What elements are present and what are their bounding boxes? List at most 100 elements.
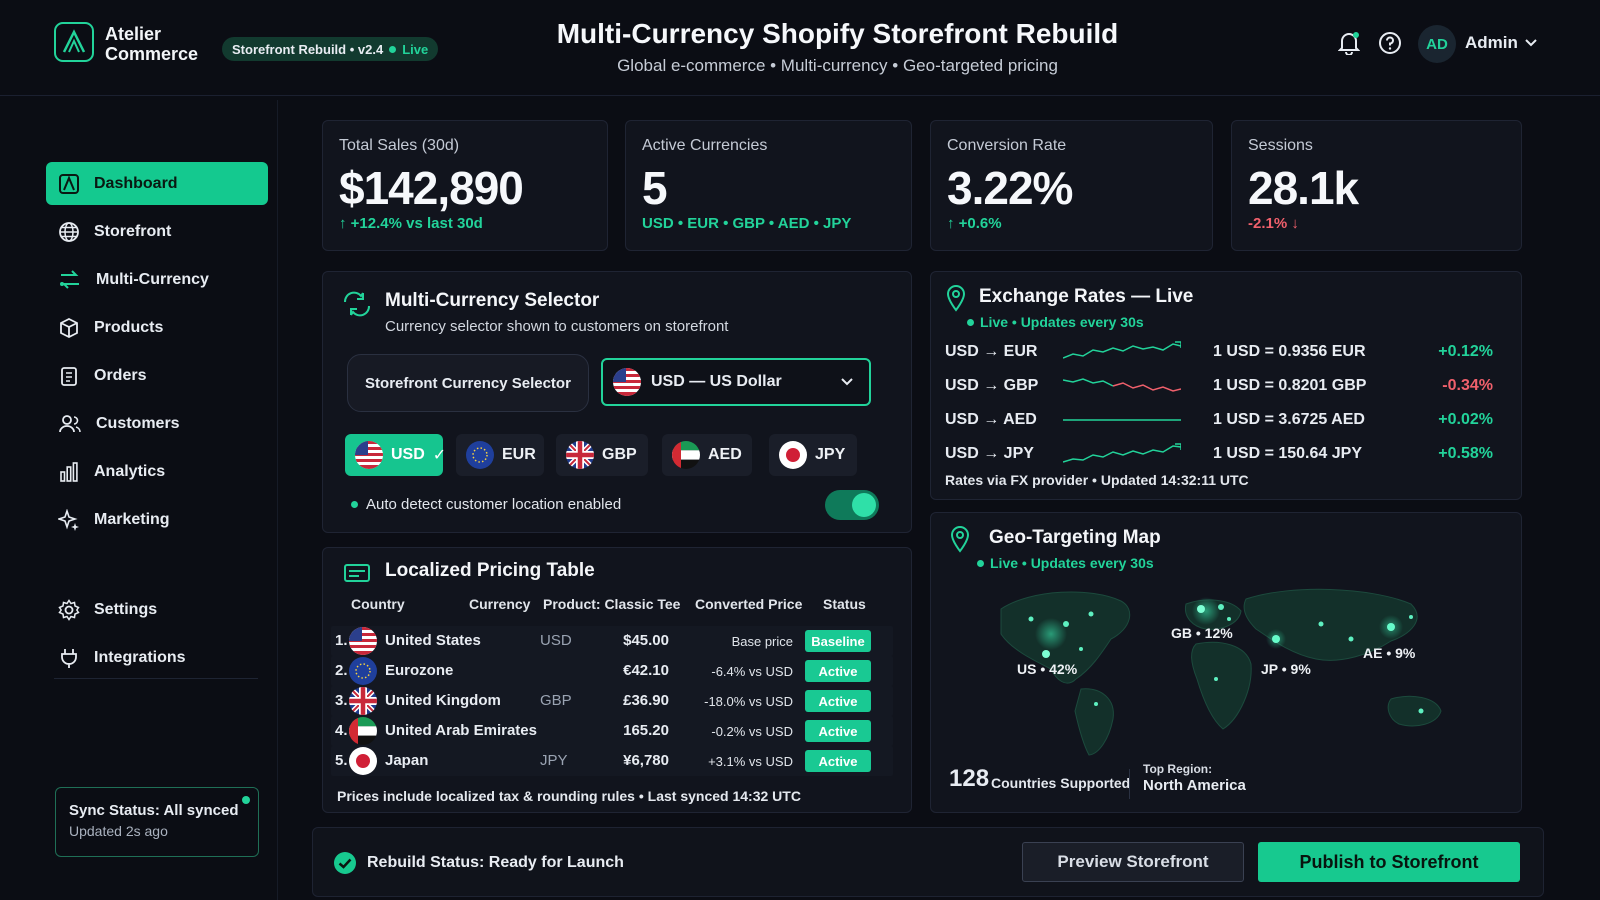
kpi-delta: ↑ +12.4% vs last 30d xyxy=(339,215,483,232)
currency-chip-usd[interactable]: USD ✓ xyxy=(345,434,447,476)
chip-label: EUR xyxy=(502,446,536,463)
currency-chip-aed[interactable]: AED xyxy=(662,434,752,476)
user-menu[interactable]: Admin xyxy=(1465,33,1538,53)
sidebar-item-orders[interactable]: Orders xyxy=(46,354,268,397)
map-label-jp: JP • 9% xyxy=(1261,661,1311,677)
column-header: Currency xyxy=(469,596,531,612)
fx-rate: 1 USD = 150.64 JPY xyxy=(1213,445,1362,462)
live-dot-icon xyxy=(389,45,397,53)
bell-icon[interactable] xyxy=(1336,30,1362,56)
check-icon: ✓ xyxy=(432,447,447,464)
us-flag-icon xyxy=(355,441,383,469)
fx-change: +0.12% xyxy=(1438,343,1493,360)
top-region-label: Top Region: xyxy=(1143,762,1213,776)
fx-row-eur[interactable]: USD → EUR 1 USD = 0.9356 EUR +0.12% xyxy=(945,338,1493,368)
currency-pair: USD → EUR xyxy=(945,343,1038,360)
fx-row-aed[interactable]: USD → AED 1 USD = 3.6725 AED +0.02% xyxy=(945,406,1493,436)
section-title: Exchange Rates — Live xyxy=(979,286,1194,307)
sidebar-item-label: Analytics xyxy=(94,462,166,480)
fx-change: +0.02% xyxy=(1438,411,1493,428)
pricing-table-panel: Localized Pricing Table Country Currency… xyxy=(322,547,912,813)
country-name: Japan xyxy=(385,752,429,769)
kpi-delta: ↑ +0.6% xyxy=(947,215,1002,232)
world-map[interactable] xyxy=(971,579,1491,759)
fx-change: -0.34% xyxy=(1442,377,1493,394)
fx-row-gbp[interactable]: USD → GBP 1 USD = 0.8201 GBP -0.34% xyxy=(945,372,1493,402)
sparkline-up-icon xyxy=(1063,443,1181,463)
sync-status-title: Sync Status: All synced xyxy=(69,802,239,819)
fx-row-jpy[interactable]: USD → JPY 1 USD = 150.64 JPY +0.58% xyxy=(945,440,1493,470)
sidebar-item-marketing[interactable]: Marketing xyxy=(46,498,268,541)
sidebar-item-customers[interactable]: Customers xyxy=(46,402,268,445)
sidebar-item-multi-currency[interactable]: Multi-Currency xyxy=(46,258,268,301)
row-number: 5. xyxy=(335,752,348,769)
exchange-rates-panel: Exchange Rates — Live Live • Updates eve… xyxy=(930,271,1522,500)
country-name: United Arab Emirates xyxy=(385,722,537,739)
sidebar-item-label: Marketing xyxy=(94,510,170,528)
table-row[interactable]: 3. United Kingdom GBP £36.90 -18.0% vs U… xyxy=(331,686,893,716)
us-flag-icon xyxy=(613,368,641,396)
auto-detect-toggle[interactable] xyxy=(825,490,879,520)
currency-chip-eur[interactable]: EUR xyxy=(456,434,544,476)
build-status: Live xyxy=(402,41,429,57)
kpi-currency-list: USD • EUR • GBP • AED • JPY xyxy=(642,215,852,232)
currency-chip-gbp[interactable]: GBP xyxy=(556,434,648,476)
sidebar-item-dashboard[interactable]: Dashboard xyxy=(46,162,268,205)
sidebar-item-label: Integrations xyxy=(94,648,186,666)
toggle-knob xyxy=(852,493,876,517)
auto-detect-status: Auto detect customer location enabled xyxy=(351,496,621,513)
chevron-down-icon xyxy=(841,378,853,386)
sidebar-item-label: Multi-Currency xyxy=(96,270,209,288)
fx-rate: 1 USD = 0.9356 EUR xyxy=(1213,343,1366,360)
box-icon xyxy=(60,317,78,338)
sparkle-icon xyxy=(58,508,79,531)
live-dot-icon xyxy=(967,318,974,326)
exchange-icon xyxy=(60,269,79,289)
publish-storefront-button[interactable]: Publish to Storefront xyxy=(1258,842,1520,882)
sidebar-item-analytics[interactable]: Analytics xyxy=(46,450,268,493)
kpi-value: 3.22% xyxy=(947,162,1073,214)
chip-label: JPY xyxy=(815,446,846,463)
sync-status-updated: Updated 2s ago xyxy=(69,823,168,839)
fx-change: +0.58% xyxy=(1438,445,1493,462)
exchange-icon xyxy=(343,291,371,317)
help-icon[interactable] xyxy=(1377,30,1403,56)
avatar[interactable]: AD xyxy=(1418,25,1456,63)
converted-price: +3.1% vs USD xyxy=(708,754,793,769)
currency-code: JPY xyxy=(540,752,568,769)
plug-icon xyxy=(61,648,77,668)
product-price: £36.90 xyxy=(623,692,669,709)
converted-price: -6.4% vs USD xyxy=(711,664,793,679)
table-row[interactable]: 1. United States USD $45.00 Base price B… xyxy=(331,626,893,656)
sidebar-item-integrations[interactable]: Integrations xyxy=(46,636,268,679)
table-footer-note: Prices include localized tax & rounding … xyxy=(337,788,801,804)
fx-rate: 1 USD = 3.6725 AED xyxy=(1213,411,1365,428)
sidebar-item-label: Settings xyxy=(94,600,158,618)
sidebar-item-products[interactable]: Products xyxy=(46,306,268,349)
live-indicator: Live • Updates every 30s xyxy=(977,555,1154,571)
eu-flag-icon xyxy=(349,657,377,685)
sidebar-item-settings[interactable]: Settings xyxy=(46,588,268,631)
uae-flag-icon xyxy=(349,717,377,745)
sidebar-item-storefront[interactable]: Storefront xyxy=(46,210,268,253)
currency-chip-jpy[interactable]: JPY xyxy=(769,434,857,476)
currency-dropdown[interactable]: USD — US Dollar xyxy=(601,358,871,406)
table-row[interactable]: 4. United Arab Emirates 165.20 -0.2% vs … xyxy=(331,716,893,746)
us-flag-icon xyxy=(349,627,377,655)
top-region-value: North America xyxy=(1143,777,1246,794)
product-price: $45.00 xyxy=(623,632,669,649)
user-name: Admin xyxy=(1465,33,1518,52)
logo-icon xyxy=(54,22,94,62)
live-label: Live • Updates every 30s xyxy=(980,314,1144,330)
table-row[interactable]: 5. Japan JPY ¥6,780 +3.1% vs USD Active xyxy=(331,746,893,776)
eu-flag-icon xyxy=(466,441,494,469)
kpi-value: 5 xyxy=(642,162,668,214)
japan-flag-icon xyxy=(779,441,807,469)
table-row[interactable]: 2. Eurozone €42.10 -6.4% vs USD Active xyxy=(331,656,893,686)
kpi-active-currencies: Active Currencies 5 USD • EUR • GBP • AE… xyxy=(625,120,912,251)
preview-storefront-button[interactable]: Preview Storefront xyxy=(1022,842,1244,882)
build-version: Storefront Rebuild • v2.4 xyxy=(232,41,384,57)
sidebar-item-label: Storefront xyxy=(94,222,172,240)
location-pin-icon xyxy=(950,526,970,553)
kpi-delta: -2.1% ↓ xyxy=(1248,215,1299,232)
